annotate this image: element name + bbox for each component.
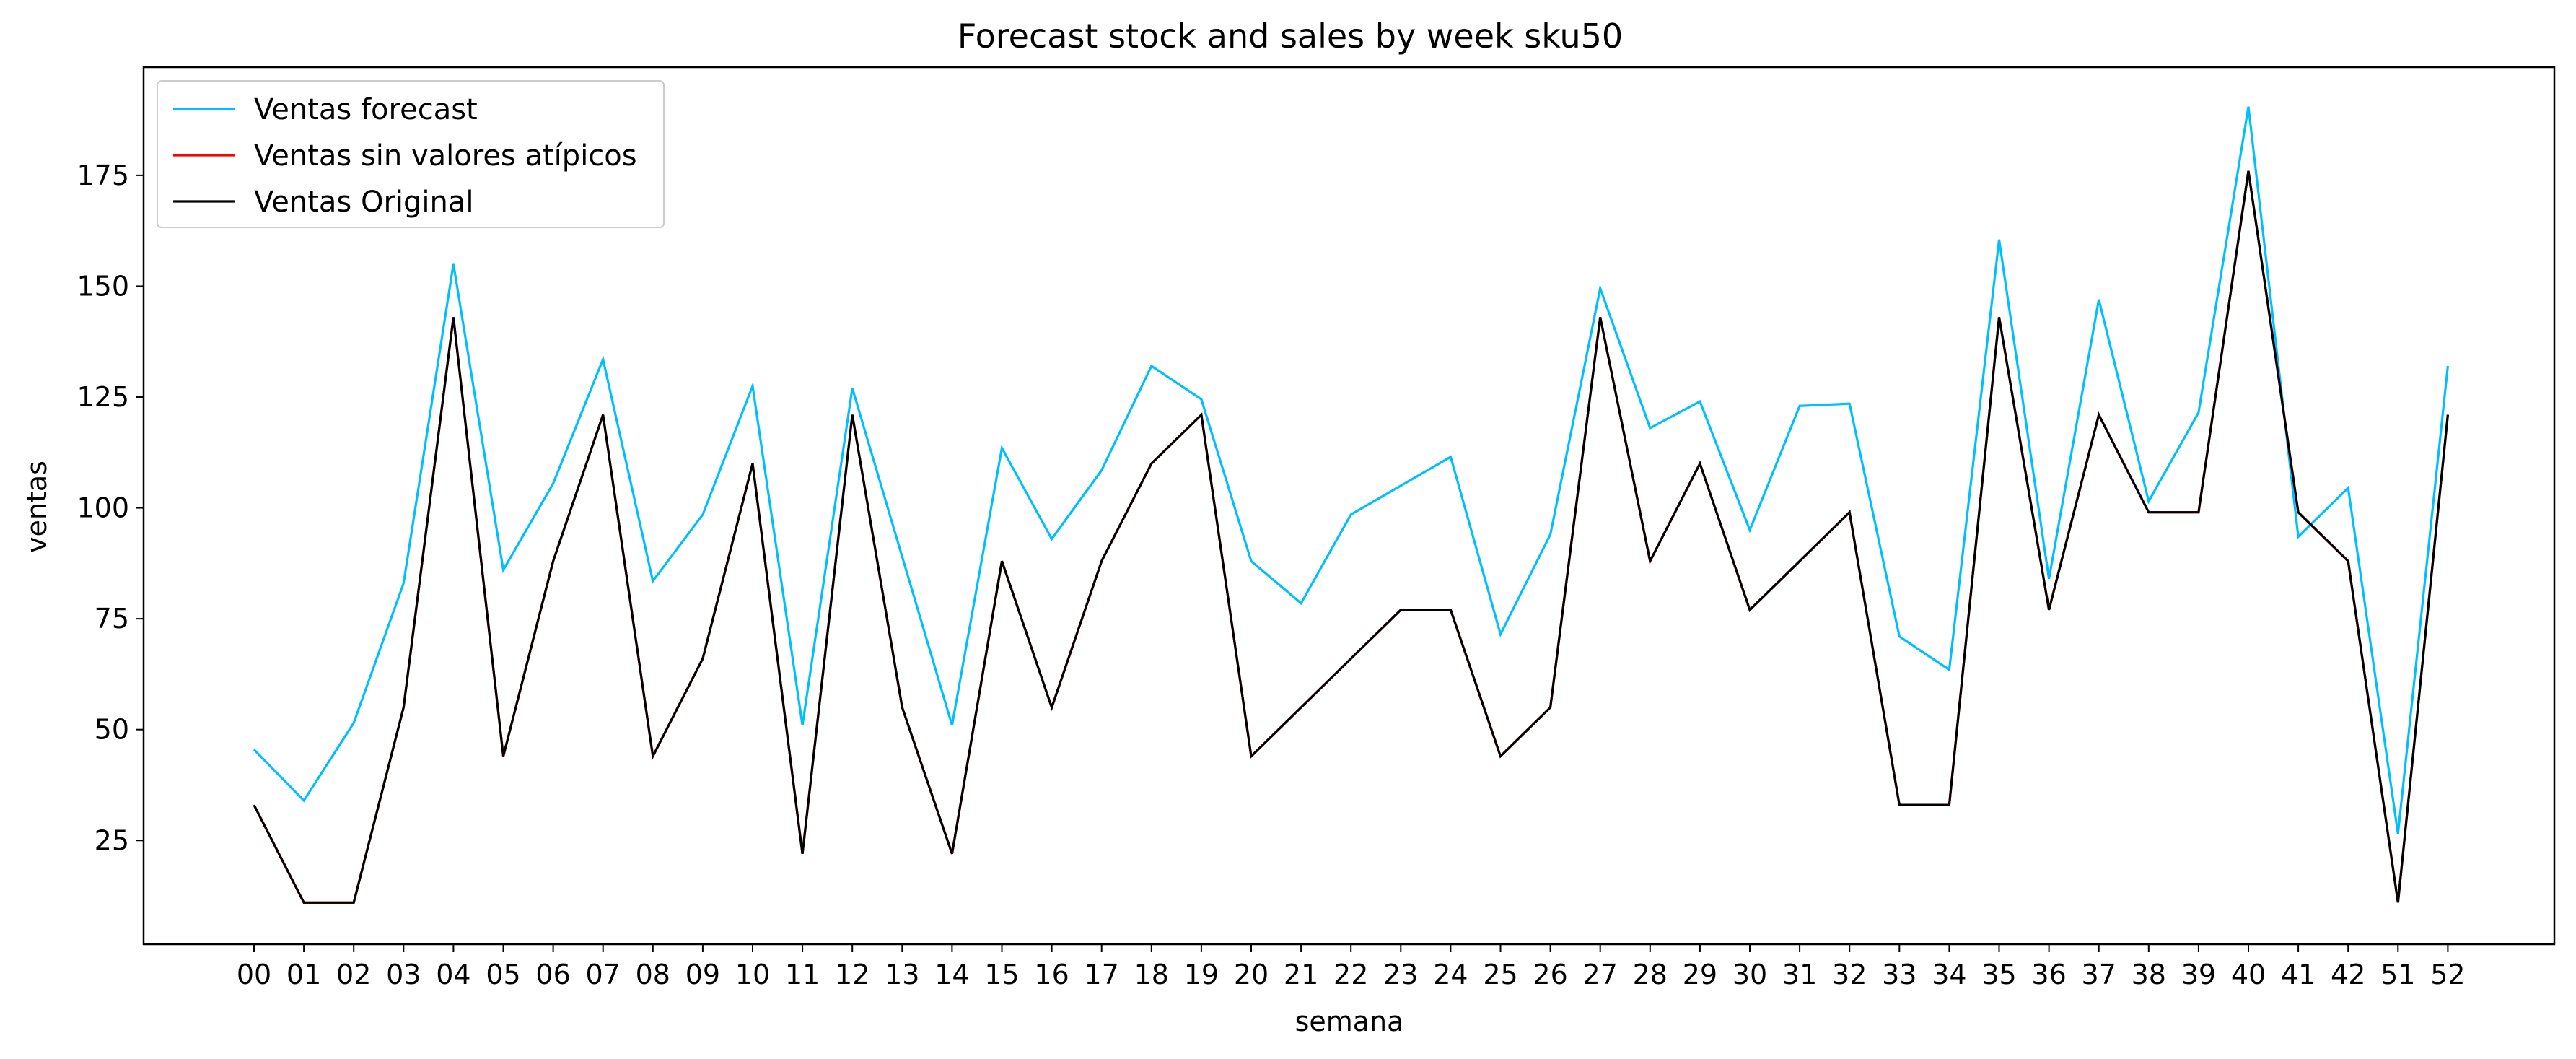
x-tick-label: 04 <box>436 959 470 990</box>
y-axis-label: ventas <box>21 461 53 553</box>
x-tick-label: 30 <box>1732 959 1767 990</box>
x-tick-label: 14 <box>934 959 969 990</box>
x-tick-label: 26 <box>1533 959 1567 990</box>
series-line-1 <box>253 170 2449 904</box>
series-layer <box>253 106 2449 904</box>
x-tick-label: 22 <box>1333 959 1368 990</box>
x-tick-label: 32 <box>1832 959 1867 990</box>
x-tick-label: 19 <box>1184 959 1219 990</box>
y-tick-label: 75 <box>95 603 129 635</box>
x-tick-label: 38 <box>2132 959 2166 990</box>
x-tick-label: 40 <box>2231 959 2266 990</box>
y-axis: 25 50 75 100 125 150 175 <box>76 160 144 856</box>
legend-box <box>157 80 665 228</box>
x-tick-label: 33 <box>1882 959 1916 990</box>
x-tick-label: 16 <box>1034 959 1069 990</box>
x-axis: 00 01 02 03 04 05 06 07 08 09 10 11 12 13 14 15 16 17 18 19… <box>237 944 2466 990</box>
x-tick-label: 29 <box>1683 959 1717 990</box>
x-tick-label: 35 <box>1981 959 2016 990</box>
x-tick-label: 42 <box>2331 959 2365 990</box>
x-tick-label: 20 <box>1234 959 1269 990</box>
series-line-2 <box>253 170 2449 904</box>
x-tick-label: 11 <box>785 959 820 990</box>
y-tick-label: 175 <box>76 160 129 191</box>
legend-label-1: Ventas sin valores atípicos <box>254 139 637 173</box>
x-tick-label: 24 <box>1433 959 1468 990</box>
x-tick-label: 02 <box>336 959 371 990</box>
legend: Ventas forecast Ventas sin valores atípic… <box>157 80 665 228</box>
x-tick-label: 36 <box>2031 959 2066 990</box>
x-tick-label: 10 <box>735 959 770 990</box>
x-tick-label: 25 <box>1483 959 1517 990</box>
x-tick-label: 07 <box>586 959 621 990</box>
x-tick-label: 12 <box>835 959 869 990</box>
legend-label-0: Ventas forecast <box>254 93 478 126</box>
x-axis-label: semana <box>1295 1006 1404 1037</box>
series-line-0 <box>253 106 2449 834</box>
y-tick-label: 25 <box>95 824 129 856</box>
y-tick-label: 100 <box>76 492 129 524</box>
x-tick-label: 13 <box>885 959 919 990</box>
x-tick-label: 05 <box>486 959 520 990</box>
x-tick-label: 15 <box>984 959 1019 990</box>
x-tick-label: 39 <box>2181 959 2216 990</box>
chart-title: Forecast stock and sales by week sku50 <box>958 17 1623 56</box>
x-tick-label: 01 <box>286 959 321 990</box>
x-tick-label: 37 <box>2082 959 2116 990</box>
x-tick-label: 00 <box>237 959 271 990</box>
x-tick-label: 06 <box>535 959 570 990</box>
x-tick-label: 51 <box>2380 959 2415 990</box>
plot-frame <box>142 66 2556 946</box>
x-tick-label: 34 <box>1932 959 1966 990</box>
y-tick-label: 150 <box>76 270 129 302</box>
x-tick-label: 09 <box>685 959 720 990</box>
x-tick-label: 31 <box>1782 959 1817 990</box>
y-tick-label: 125 <box>76 381 129 413</box>
x-tick-label: 08 <box>636 959 670 990</box>
legend-label-2: Ventas Original <box>254 186 474 219</box>
x-tick-label: 41 <box>2281 959 2316 990</box>
x-tick-label: 18 <box>1134 959 1169 990</box>
x-tick-label: 52 <box>2430 959 2465 990</box>
x-tick-label: 27 <box>1583 959 1618 990</box>
y-tick-label: 50 <box>95 714 129 746</box>
x-tick-label: 23 <box>1383 959 1418 990</box>
x-tick-label: 03 <box>386 959 421 990</box>
x-tick-label: 28 <box>1633 959 1668 990</box>
x-tick-label: 17 <box>1085 959 1119 990</box>
x-tick-label: 21 <box>1284 959 1318 990</box>
